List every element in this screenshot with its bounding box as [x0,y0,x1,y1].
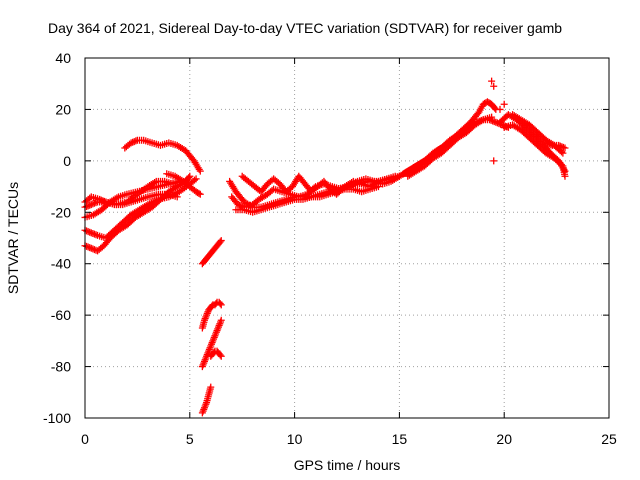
series-arc-f [121,136,204,175]
series-fall-b [500,121,569,180]
data-point [490,157,498,165]
plot-frame [84,57,610,419]
series-drop-4 [198,383,215,417]
data-point [561,144,569,152]
data-point [216,300,224,308]
data-point [185,174,193,182]
x-tick-label: 0 [81,431,89,447]
grid [85,58,609,418]
data-point [217,237,225,245]
y-tick-label: -40 [51,256,71,272]
data-point [196,167,204,175]
data-point [217,316,225,324]
data-point [490,82,498,90]
y-axis-label: SDTVAR / TECUs [5,182,21,294]
series-drop-2 [198,298,225,332]
series-fall-c [509,111,567,157]
chart-title: Day 364 of 2021, Sidereal Day-to-day VTE… [48,20,562,36]
x-tick-label: 5 [186,431,194,447]
series-drop-1 [198,237,225,268]
data-point [196,190,204,198]
series-arc-b [81,177,183,221]
x-tick-label: 20 [496,431,512,447]
axis-ticks: 0 5 10 15 20 25 -100 -80 -60 -40 -20 0 20 40 [43,50,617,447]
series-fall-d [542,139,569,152]
data-point [216,238,224,246]
series-mid-d [232,183,382,216]
data-point [488,113,496,121]
data-point [173,193,181,201]
data-point [192,175,200,183]
series-rise-c [404,113,496,180]
x-tick-label: 10 [287,431,303,447]
data-point [561,172,569,180]
series-arc-e [81,190,181,209]
data-point [374,183,382,191]
data-point [216,351,224,359]
data-point [191,176,199,184]
data-point [478,117,486,125]
y-tick-label: 40 [55,50,71,66]
data-point [217,352,225,360]
y-tick-label: -20 [51,204,71,220]
x-tick-label: 15 [392,431,408,447]
series-drop-5 [207,347,225,360]
data-points [81,77,569,417]
data-point [496,105,504,113]
x-axis-label: GPS time / hours [294,457,401,473]
data-point [491,104,499,112]
series-drop-3 [198,316,225,371]
series-arc-g [163,170,204,198]
y-tick-label: -100 [43,410,71,426]
data-point [113,194,121,202]
data-point [217,301,225,309]
y-tick-label: 20 [55,101,71,117]
y-tick-label: 0 [63,153,71,169]
data-point [207,383,215,391]
data-point [208,302,216,310]
data-point [186,172,194,180]
x-tick-label: 25 [601,431,617,447]
data-point [195,189,203,197]
series-outliers [488,77,508,165]
data-point [488,77,496,85]
y-tick-label: -80 [51,359,71,375]
data-point [500,100,508,108]
y-tick-label: -60 [51,307,71,323]
